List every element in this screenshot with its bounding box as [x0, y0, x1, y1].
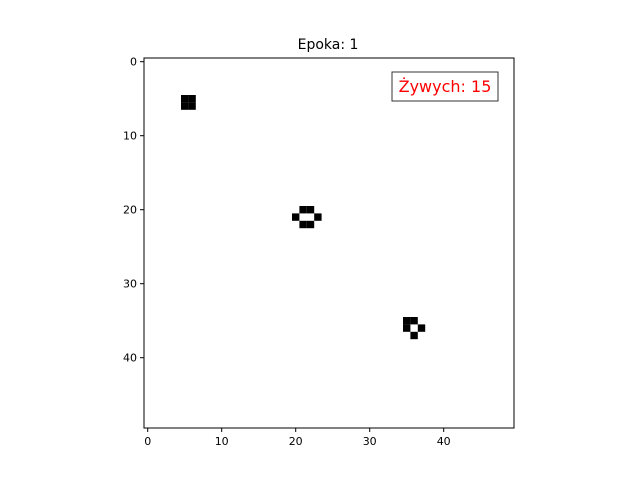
x-tick-label: 20 — [289, 435, 303, 448]
alive-cell — [306, 220, 315, 229]
alive-cell — [403, 324, 411, 332]
x-tick-label: 0 — [144, 435, 151, 448]
alive-cell — [410, 317, 418, 325]
annotation-box — [391, 71, 499, 102]
x-tick-label: 40 — [437, 435, 451, 448]
x-tick-label: 10 — [215, 435, 229, 448]
plot-area — [143, 57, 515, 429]
y-tick-label: 10 — [123, 130, 137, 143]
chart-title: Epoka: 1 — [298, 37, 359, 53]
alive-cell — [299, 206, 307, 214]
y-tick-label: 30 — [123, 278, 137, 291]
alive-cell — [292, 213, 300, 221]
y-tick-label: 40 — [123, 352, 137, 365]
alive-cell — [417, 324, 426, 332]
y-tick-label: 20 — [123, 204, 137, 217]
x-tick-label: 30 — [363, 435, 377, 448]
y-tick-label: 0 — [130, 56, 137, 69]
plot-frame — [143, 57, 515, 429]
alive-cell — [306, 206, 315, 214]
x-axis: 0 10 20 30 40 — [144, 428, 451, 448]
alive-cell — [188, 95, 196, 103]
alive-cell — [403, 317, 411, 325]
alive-cell — [314, 213, 322, 221]
alive-cell — [410, 331, 418, 340]
y-axis: 0 10 20 30 40 — [123, 56, 144, 365]
alive-cell — [181, 95, 189, 103]
alive-count-annotation: Żywych: 15 — [391, 71, 499, 102]
alive-cell — [299, 220, 307, 229]
plot-background — [144, 58, 514, 428]
alive-cell — [181, 102, 189, 110]
alive-cells-layer — [181, 95, 426, 340]
alive-cell — [188, 102, 196, 110]
alive-count-text: Żywych: 15 — [399, 77, 492, 96]
